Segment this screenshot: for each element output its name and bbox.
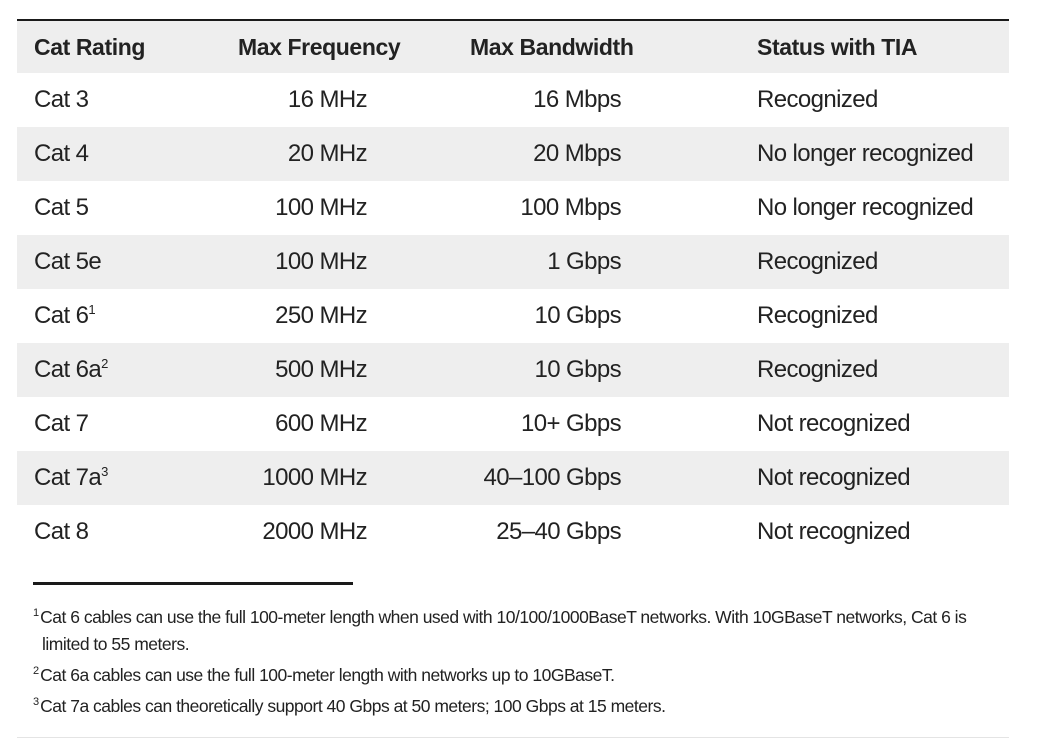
table-header-row: Cat Rating Max Frequency Max Bandwidth S… bbox=[17, 21, 1009, 73]
cell-max-bandwidth: 1 Gbps bbox=[547, 248, 621, 275]
cell-status: No longer recognized bbox=[757, 194, 974, 221]
cell-cat-rating: Cat 7 bbox=[34, 410, 89, 437]
cell-max-frequency: 100 MHz bbox=[275, 194, 367, 221]
table-row: Cat 3 16 MHz 16 Mbps Recognized bbox=[17, 73, 1009, 127]
cell-max-bandwidth: 16 Mbps bbox=[533, 86, 621, 113]
header-max-frequency: Max Frequency bbox=[238, 33, 401, 60]
table-row: Cat 61 250 MHz 10 Gbps Recognized bbox=[17, 289, 1009, 343]
cell-max-frequency: 500 MHz bbox=[275, 356, 367, 383]
cell-status: Recognized bbox=[757, 248, 878, 275]
cell-status: Not recognized bbox=[757, 464, 911, 491]
table-row: Cat 6a2 500 MHz 10 Gbps Recognized bbox=[17, 343, 1009, 397]
cell-max-bandwidth: 10 Gbps bbox=[534, 356, 621, 383]
cell-max-frequency: 16 MHz bbox=[287, 86, 368, 113]
cell-cat-rating: Cat 4 bbox=[34, 140, 89, 167]
cell-max-frequency: 250 MHz bbox=[275, 302, 367, 329]
cell-cat-rating: Cat 61 bbox=[34, 302, 96, 329]
footnote-text: Cat 6a cables can use the full 100-meter… bbox=[40, 665, 615, 685]
cell-status: Recognized bbox=[757, 86, 878, 113]
table-row: Cat 7 600 MHz 10+ Gbps Not recognized bbox=[17, 397, 1009, 451]
cell-cat-rating: Cat 5e bbox=[34, 248, 102, 275]
footnote-mark: 1 bbox=[33, 607, 40, 619]
footnote-ref: 1 bbox=[88, 302, 96, 317]
header-cat-rating: Cat Rating bbox=[34, 33, 146, 60]
cell-cat-rating: Cat 5 bbox=[34, 194, 89, 221]
cell-status: Recognized bbox=[757, 356, 878, 383]
cell-status: Not recognized bbox=[757, 410, 911, 437]
table-row: Cat 5 100 MHz 100 Mbps No longer recogni… bbox=[17, 181, 1009, 235]
cell-status: No longer recognized bbox=[757, 140, 974, 167]
footnote-rule bbox=[33, 582, 353, 585]
footnote-3: 3Cat 7a cables can theoretically support… bbox=[33, 689, 1023, 720]
cable-category-table: Cat Rating Max Frequency Max Bandwidth S… bbox=[17, 21, 1009, 559]
cell-max-bandwidth: 40–100 Gbps bbox=[483, 464, 621, 491]
footnote-ref: 3 bbox=[101, 464, 109, 479]
header-max-bandwidth: Max Bandwidth bbox=[470, 33, 634, 60]
header-status-with-tia: Status with TIA bbox=[757, 33, 918, 60]
table-row: Cat 5e 100 MHz 1 Gbps Recognized bbox=[17, 235, 1009, 289]
table-row: Cat 7a3 1000 MHz 40–100 Gbps Not recogni… bbox=[17, 451, 1009, 505]
table-row: Cat 8 2000 MHz 25–40 Gbps Not recognized bbox=[17, 505, 1009, 559]
cell-cat-rating: Cat 6a2 bbox=[34, 356, 109, 383]
cell-max-bandwidth: 100 Mbps bbox=[520, 194, 621, 221]
cell-max-bandwidth: 10 Gbps bbox=[534, 302, 621, 329]
page-bottom-rule bbox=[17, 737, 1009, 738]
cell-status: Not recognized bbox=[757, 518, 911, 545]
footnote-mark: 3 bbox=[33, 696, 40, 708]
footnote-2: 2Cat 6a cables can use the full 100-mete… bbox=[33, 658, 1023, 689]
table-row: Cat 4 20 MHz 20 Mbps No longer recognize… bbox=[17, 127, 1009, 181]
cell-cat-rating: Cat 7a3 bbox=[34, 464, 109, 491]
cell-max-bandwidth: 20 Mbps bbox=[533, 140, 621, 167]
footnotes: 1Cat 6 cables can use the full 100-meter… bbox=[33, 600, 1023, 720]
cell-cat-rating: Cat 3 bbox=[34, 86, 89, 113]
cell-max-frequency: 100 MHz bbox=[275, 248, 367, 275]
footnote-text: Cat 6 cables can use the full 100-meter … bbox=[40, 607, 967, 627]
table-top-rule bbox=[17, 19, 1009, 21]
cell-max-bandwidth: 25–40 Gbps bbox=[496, 518, 621, 545]
cell-max-bandwidth: 10+ Gbps bbox=[521, 410, 622, 437]
footnote-text: Cat 7a cables can theoretically support … bbox=[40, 696, 666, 716]
cell-max-frequency: 600 MHz bbox=[275, 410, 367, 437]
footnote-mark: 2 bbox=[33, 665, 40, 677]
cell-max-frequency: 20 MHz bbox=[287, 140, 368, 167]
cell-status: Recognized bbox=[757, 302, 878, 329]
cell-cat-rating: Cat 8 bbox=[34, 518, 89, 545]
footnote-1: 1Cat 6 cables can use the full 100-meter… bbox=[33, 600, 1023, 658]
cell-max-frequency: 1000 MHz bbox=[262, 464, 367, 491]
footnote-continuation: limited to 55 meters. bbox=[42, 634, 190, 654]
cell-max-frequency: 2000 MHz bbox=[262, 518, 367, 545]
table-body: Cat 3 16 MHz 16 Mbps Recognized Cat 4 20… bbox=[17, 73, 1009, 559]
footnote-ref: 2 bbox=[101, 356, 109, 371]
